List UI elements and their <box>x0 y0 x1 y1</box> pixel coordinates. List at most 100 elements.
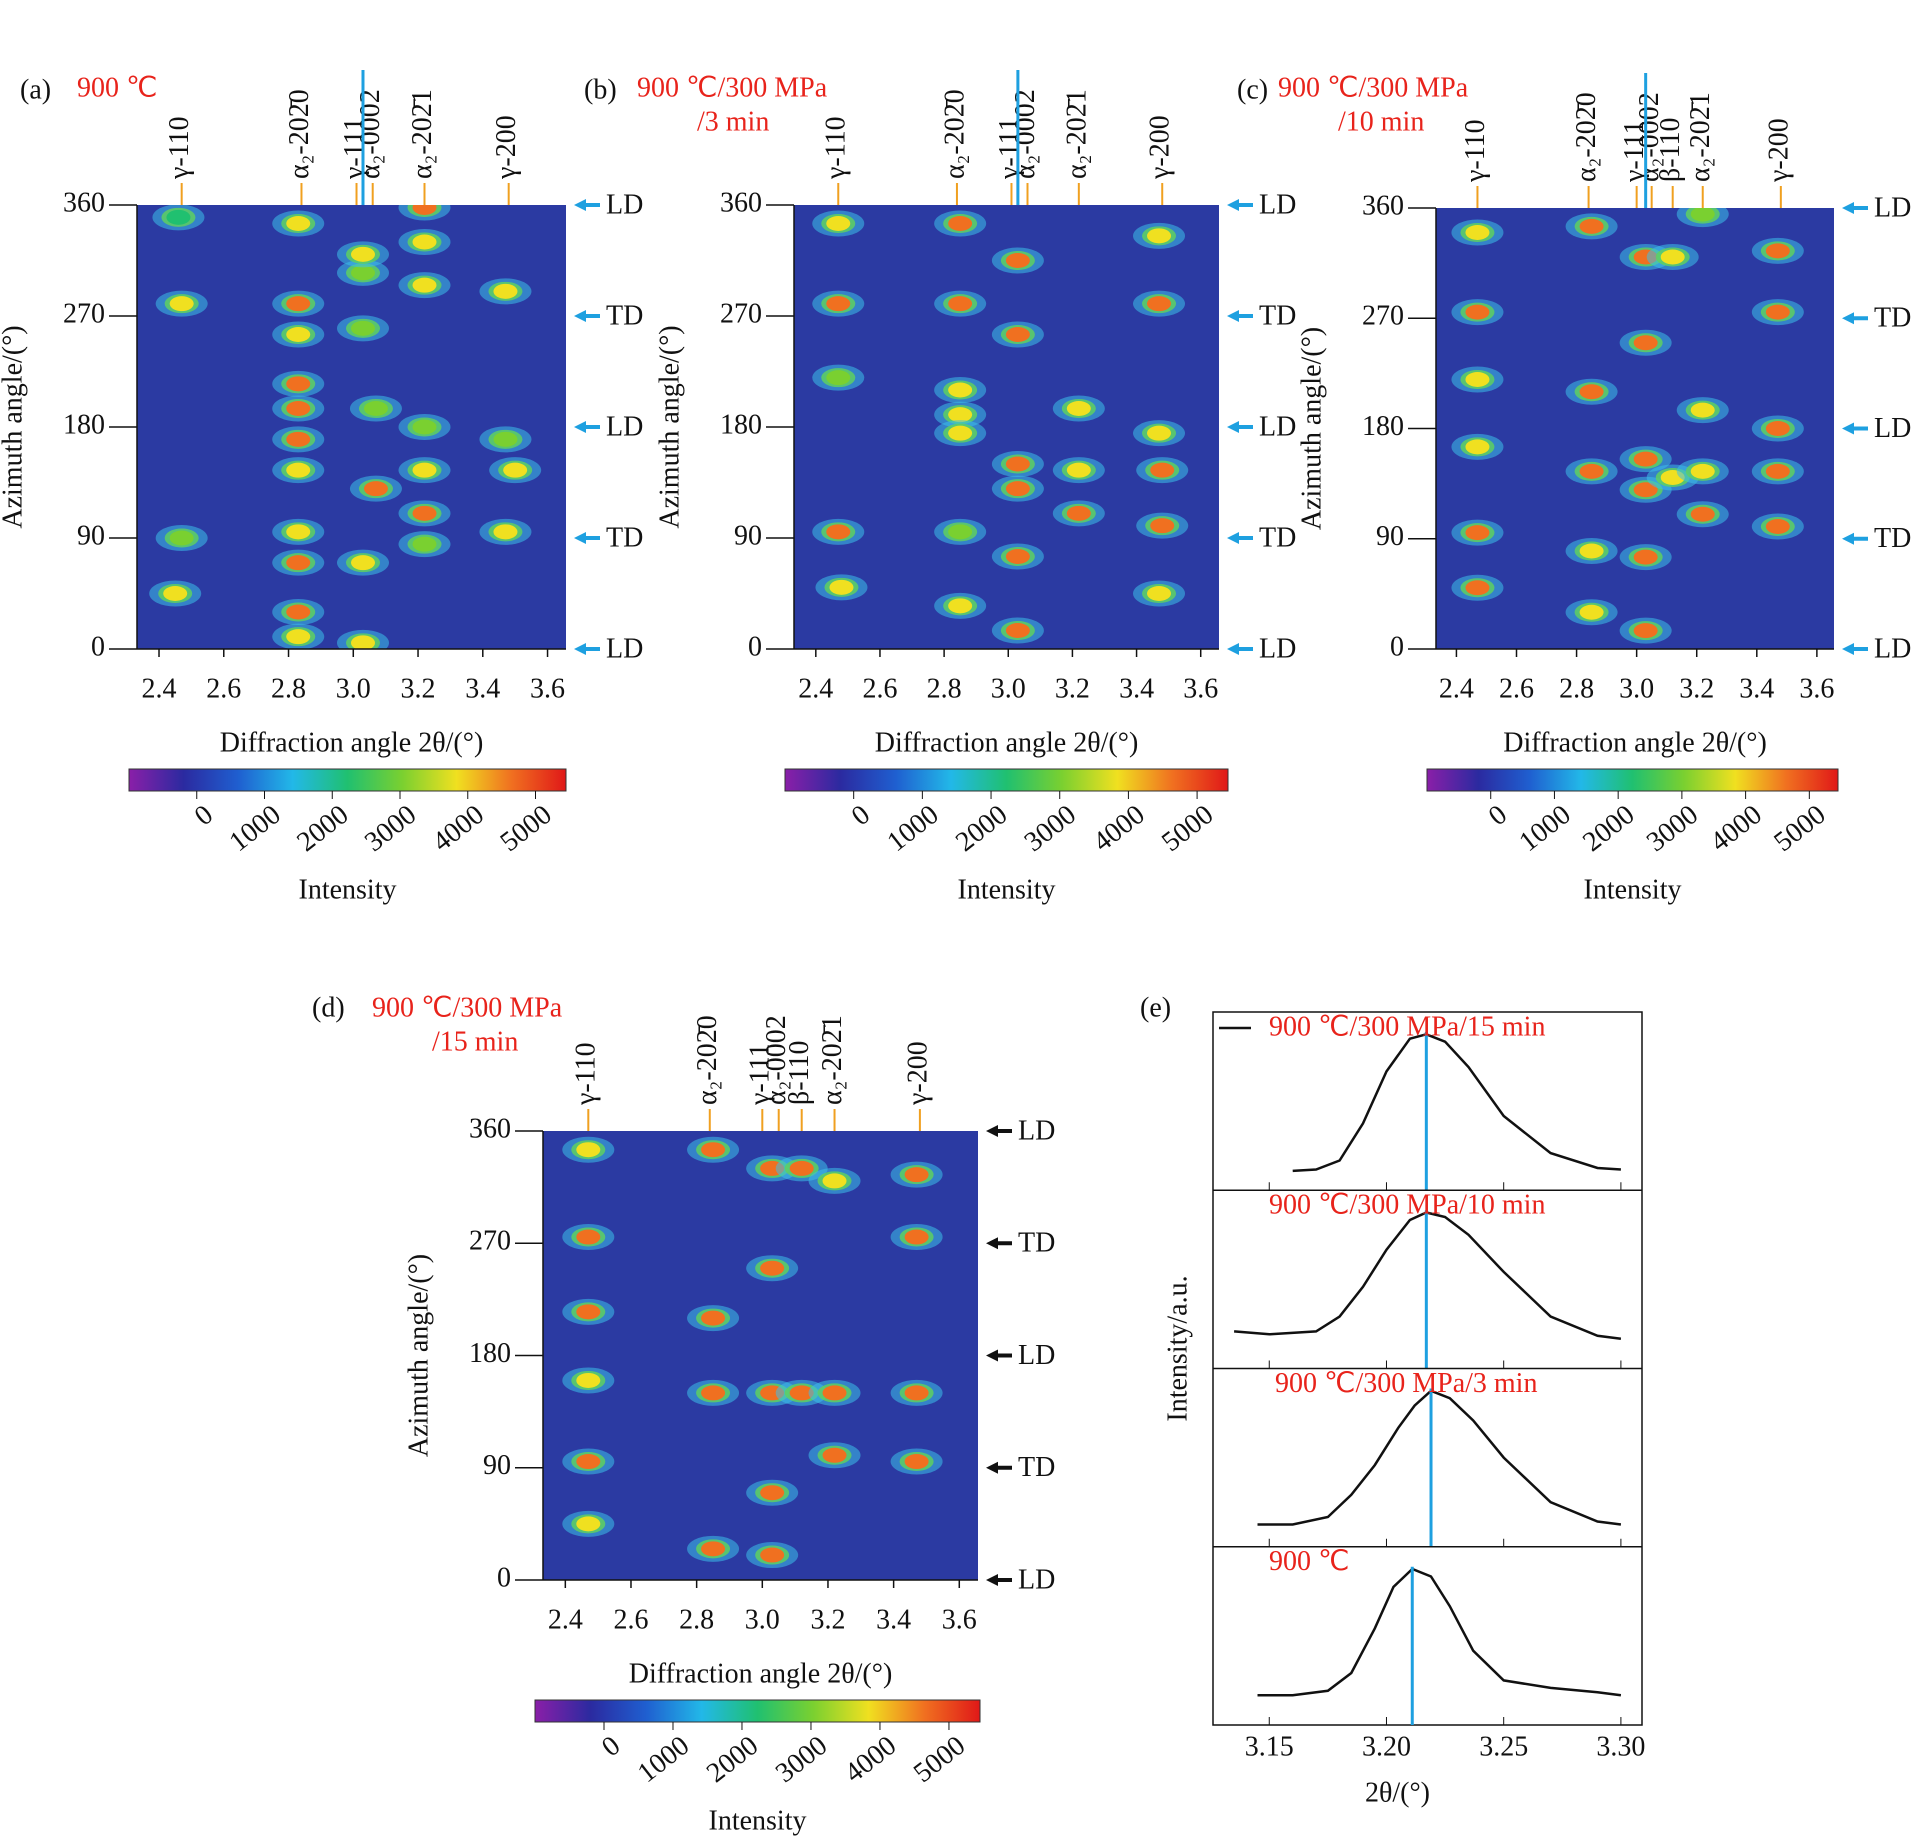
peak-label: γ-110 <box>1460 119 1491 183</box>
direction-arrow <box>1842 643 1868 655</box>
peak-label: γ-111 <box>994 117 1025 180</box>
spot-core <box>701 1385 726 1401</box>
x-tick-label: 3.0 <box>991 673 1026 704</box>
spot-core <box>1147 296 1172 312</box>
spot-core <box>1465 372 1490 387</box>
x-tick-label: 3.0 <box>1619 673 1654 704</box>
direction-label: LD <box>1259 189 1296 220</box>
spot-core <box>1066 462 1091 478</box>
x-tick-label: 2.8 <box>1559 673 1594 704</box>
direction-label: TD <box>1018 1228 1055 1259</box>
spot-core <box>904 1385 929 1401</box>
spot-core <box>576 1454 601 1470</box>
spot <box>746 1255 799 1282</box>
colorbar <box>128 768 567 792</box>
spot-core <box>412 462 437 478</box>
peak-label: γ-200 <box>902 1041 933 1106</box>
spot <box>1751 458 1804 485</box>
peak-label: α₂-0002 <box>355 89 386 179</box>
colorbar-tick-label: 0 <box>846 799 876 832</box>
x-tick-label: 2.8 <box>927 673 962 704</box>
spot-core <box>1005 481 1030 497</box>
x-tick-label: 3.0 <box>745 1604 780 1635</box>
spot-core <box>286 629 311 645</box>
peak-label: α₂-202̄0 <box>284 89 315 179</box>
series-label: 900 ℃/300 MPa/3 min <box>1275 1368 1537 1399</box>
colorbar-tick-label: 5000 <box>1156 799 1219 858</box>
spot <box>562 1298 615 1325</box>
y-axis-label: Azimuth angle/(°) <box>0 325 28 528</box>
spot-core <box>363 481 388 497</box>
spot <box>336 259 389 286</box>
y-tick-label: 270 <box>63 298 105 329</box>
direction-arrow <box>986 1349 1012 1362</box>
x-tick-label: 3.6 <box>942 1604 977 1635</box>
spot <box>398 229 451 255</box>
spot <box>991 617 1044 644</box>
peak-label: γ-110 <box>571 1042 602 1106</box>
spot-core <box>1579 604 1604 620</box>
spot <box>1052 500 1105 527</box>
direction-label: LD <box>1874 192 1911 223</box>
colorbar-tick-label: 2000 <box>950 799 1013 858</box>
spot-core <box>286 327 311 342</box>
colorbar-tick-label: 1000 <box>224 799 287 858</box>
spot-core <box>1147 228 1172 244</box>
direction-label: LD <box>606 633 643 664</box>
spot-core <box>576 1372 601 1388</box>
spot-core <box>576 1304 601 1320</box>
curve <box>1233 1211 1622 1341</box>
peak-label: γ-200 <box>1763 118 1794 183</box>
x-tick-label: 2.8 <box>271 673 306 704</box>
y-tick-label: 0 <box>497 1562 511 1593</box>
spot-core <box>948 216 973 231</box>
panel-letter: (e) <box>1140 992 1171 1023</box>
spot <box>149 580 202 607</box>
spot <box>272 210 325 237</box>
spot-core <box>1150 518 1175 534</box>
spot-core <box>1465 225 1490 240</box>
spot-core <box>1765 421 1790 436</box>
curve <box>1257 1389 1622 1526</box>
spot <box>687 1379 740 1406</box>
colorbar-tick-label: 1000 <box>632 1730 695 1789</box>
spot-core <box>760 1260 785 1276</box>
x-tick-label: 3.4 <box>1739 673 1774 704</box>
peak-label: γ-111 <box>339 117 370 180</box>
spot <box>336 549 389 576</box>
x-tick-label: 3.6 <box>1799 673 1834 704</box>
x-tick-label: 2.4 <box>1439 673 1474 704</box>
curve <box>1292 1032 1621 1173</box>
direction-label: TD <box>1018 1452 1055 1483</box>
direction-arrow <box>574 310 600 322</box>
spot <box>272 426 325 453</box>
spot-core <box>701 1541 726 1557</box>
spot <box>991 543 1044 570</box>
direction-arrow <box>1842 422 1868 435</box>
spot-core <box>412 205 437 215</box>
spots <box>149 205 542 649</box>
spot-core <box>1765 243 1790 259</box>
direction-arrow <box>986 1125 1012 1137</box>
spot-core <box>1690 402 1715 418</box>
y-tick-label: 90 <box>483 1450 511 1481</box>
spot <box>562 1510 615 1537</box>
spot-core <box>701 1142 726 1158</box>
spot <box>272 321 325 348</box>
direction-arrow <box>1227 532 1253 544</box>
spot-core <box>1005 253 1030 268</box>
colorbar <box>534 1699 981 1723</box>
peak-label: α₂-202̄1 <box>817 1015 848 1105</box>
y-tick-label: 0 <box>91 631 105 662</box>
spot-core <box>286 376 311 392</box>
spot-core <box>829 579 854 595</box>
spot <box>1136 457 1189 484</box>
direction-label: LD <box>1018 1115 1055 1146</box>
spot <box>272 457 325 484</box>
spot-core <box>826 524 851 540</box>
spot-core <box>350 635 375 649</box>
direction-arrow <box>1227 643 1253 655</box>
x-axis-label: Diffraction angle 2θ/(°) <box>220 727 484 758</box>
direction-label: TD <box>1259 522 1296 553</box>
spot <box>808 1442 861 1469</box>
